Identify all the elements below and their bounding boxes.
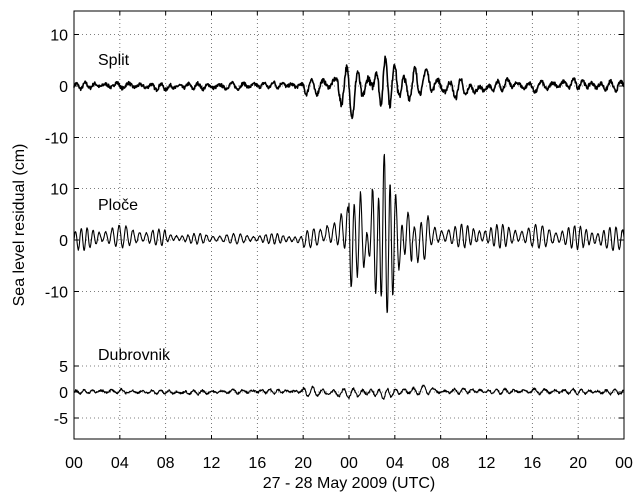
y-tick-label: -5	[54, 411, 68, 428]
series-line-dubrovnik	[73, 384, 625, 400]
y-tick-label: 10	[50, 28, 68, 45]
x-tick-label: 20	[569, 455, 587, 472]
x-tick-label: 12	[203, 455, 221, 472]
x-tick-label: 16	[523, 455, 541, 472]
x-tick-label: 08	[432, 455, 450, 472]
x-tick-label: 00	[615, 455, 633, 472]
series-line-split	[73, 55, 625, 120]
y-tick-label: -10	[45, 131, 68, 148]
x-axis-label: 27 - 28 May 2009 (UTC)	[263, 475, 436, 492]
y-axis-label: Sea level residual (cm)	[11, 144, 28, 307]
x-tick-label: 12	[478, 455, 496, 472]
y-tick-label: 5	[59, 359, 68, 376]
x-tick-label: 04	[386, 455, 404, 472]
x-tick-label: 00	[340, 455, 358, 472]
series-line-ploe	[73, 153, 625, 314]
x-tick-label: 16	[248, 455, 266, 472]
series-label: Dubrovnik	[98, 347, 171, 364]
y-tick-label: 0	[59, 385, 68, 402]
y-tick-label: -10	[45, 285, 68, 302]
y-tick-label: 0	[59, 233, 68, 250]
series-label: Ploče	[98, 197, 138, 214]
x-tick-label: 00	[65, 455, 83, 472]
series-label: Split	[98, 52, 130, 69]
x-tick-label: 20	[294, 455, 312, 472]
x-tick-label: 04	[111, 455, 129, 472]
y-tick-label: 0	[59, 79, 68, 96]
x-tick-label: 08	[157, 455, 175, 472]
y-tick-label: 10	[50, 182, 68, 199]
